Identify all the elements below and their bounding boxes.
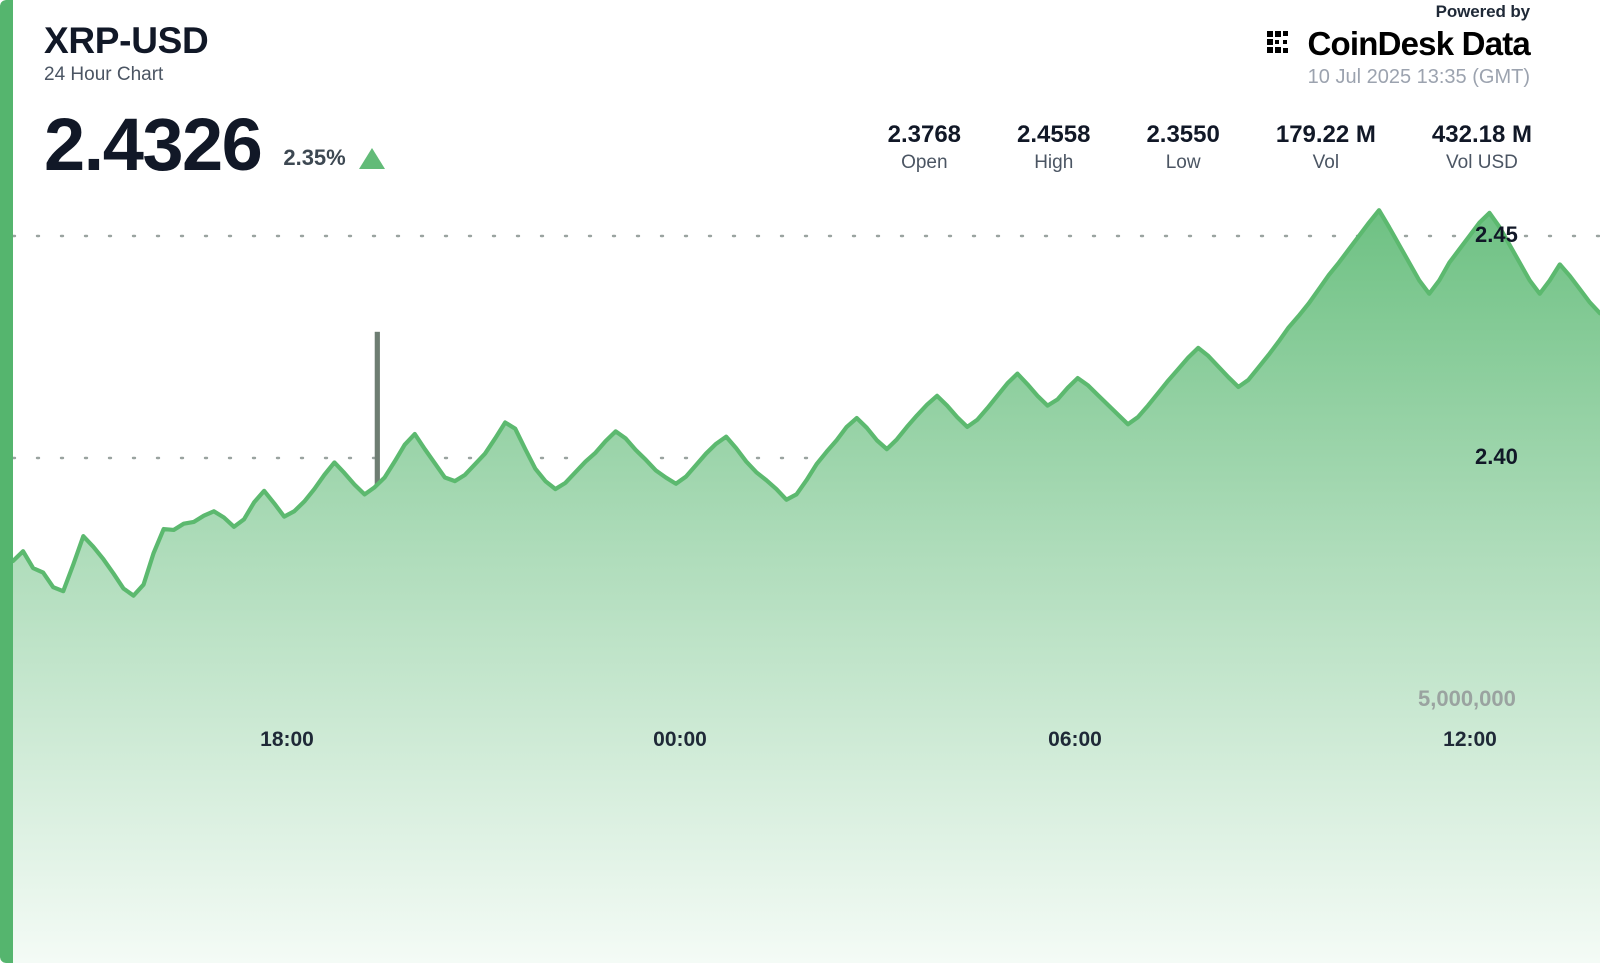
time-axis-tick: 00:00 [653, 728, 707, 751]
volume-axis-tick: 5,000,000 [1418, 686, 1516, 711]
time-axis-tick: 18:00 [260, 728, 314, 751]
price-axis-tick: 2.45 [1475, 222, 1518, 247]
time-axis-tick: 12:00 [1443, 728, 1497, 751]
accent-bar [0, 0, 13, 963]
price-axis-tick: 2.40 [1475, 444, 1518, 469]
price-area [13, 210, 1600, 963]
price-line [10, 208, 1600, 598]
time-axis-tick: 06:00 [1048, 728, 1102, 751]
